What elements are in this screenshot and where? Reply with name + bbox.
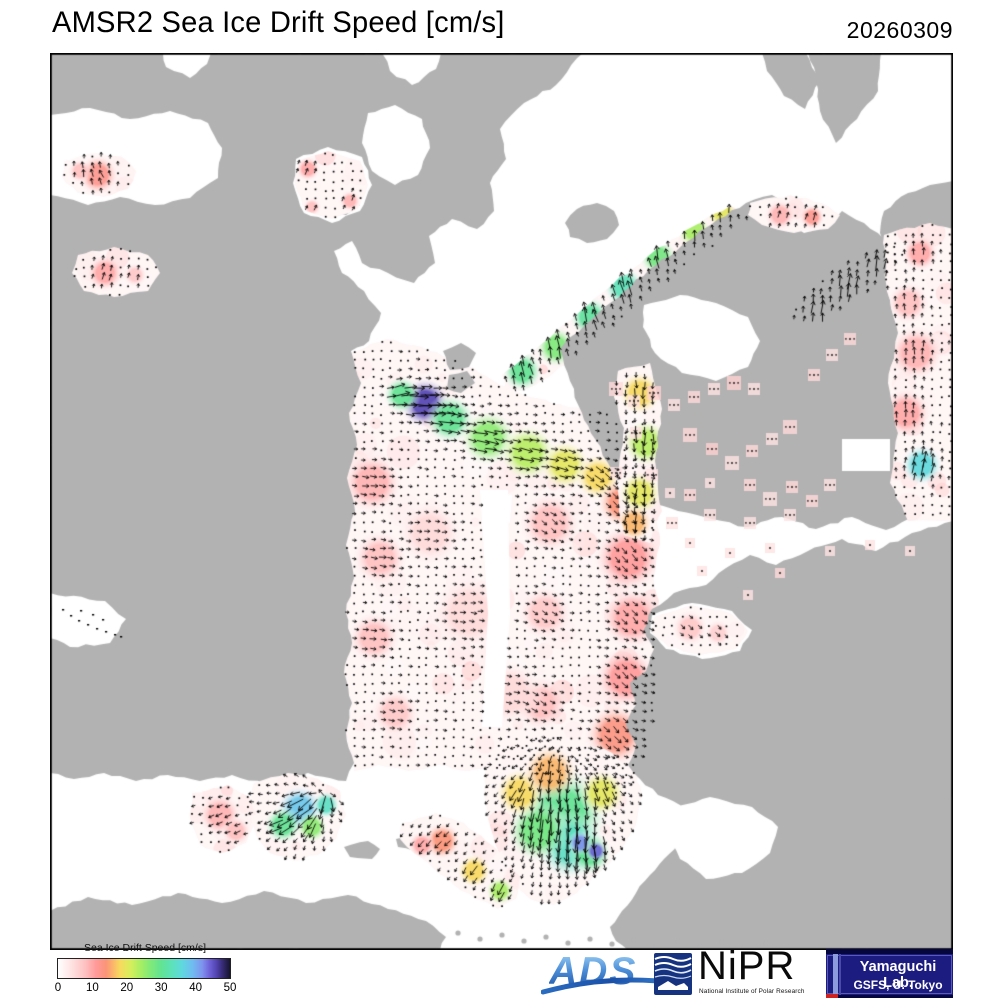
nipr-icon: [654, 953, 692, 995]
colorbar-tick: 10: [85, 982, 99, 994]
nipr-logo-text: NiPR: [698, 944, 796, 988]
colorbar-tick: 0: [54, 982, 62, 994]
colorbar-label: Sea Ice Drift Speed [cm/s]: [84, 942, 206, 954]
yamaguchi-red-mark: [826, 994, 838, 998]
yamaguchi-stripe: [833, 954, 838, 995]
yamaguchi-lab-logo: Yamaguchi Lab. GSFS, U. Tokyo: [826, 949, 953, 998]
colorbar-tick: 50: [223, 982, 237, 994]
nipr-logo: NiPR National Institute of Polar Researc…: [654, 944, 819, 1000]
date-label: 20260309: [846, 17, 953, 43]
map-panel: [50, 53, 953, 950]
yamaguchi-line1: Yamaguchi Lab.: [859, 959, 937, 991]
colorbar-tick: 30: [154, 982, 168, 994]
colorbar-gradient: [57, 958, 231, 979]
yamaguchi-stripe2: [839, 954, 841, 995]
nipr-logo-subtitle: National Institute of Polar Research: [699, 988, 805, 995]
yamaguchi-line2: GSFS, U. Tokyo: [853, 978, 943, 992]
colorbar-tick: 40: [189, 982, 202, 994]
yamaguchi-inner-border: [827, 955, 952, 994]
colorbar-tick: 20: [120, 982, 134, 994]
page-title: AMSR2 Sea Ice Drift Speed [cm/s]: [52, 6, 505, 39]
colorbar-ticks: 0 10 20 30 40 50: [54, 982, 237, 996]
sea-ice-drift-map: [50, 53, 953, 950]
